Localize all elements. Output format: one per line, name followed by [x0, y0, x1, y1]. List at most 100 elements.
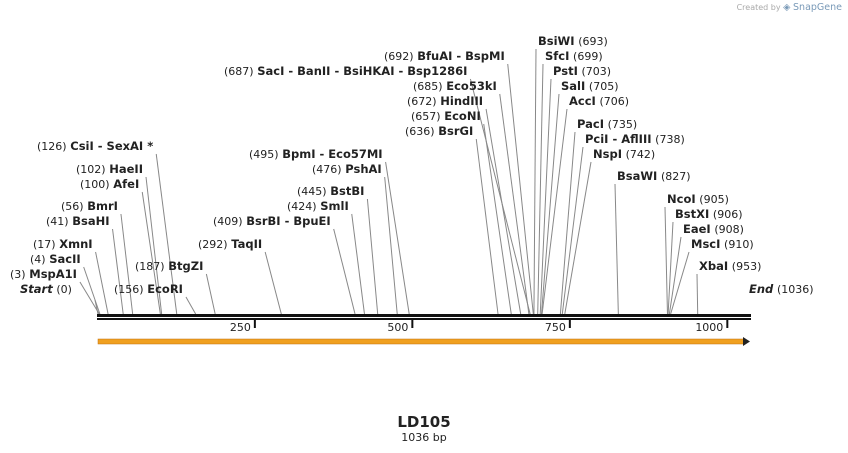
leader-line-20	[499, 93, 530, 315]
leader-line-10	[205, 273, 216, 315]
leader-line-18	[483, 123, 512, 315]
watermark-brand: SnapGene	[793, 2, 842, 13]
site-label-9: (156) EcoRI	[114, 282, 183, 296]
enzyme-name: PstI	[553, 64, 578, 78]
leader-line-24	[537, 63, 544, 315]
leader-line-17	[475, 138, 499, 315]
site-label-10: (187) BtgZI	[135, 259, 203, 273]
leader-line-15	[384, 176, 398, 315]
leader-lines	[79, 48, 699, 315]
leader-line-35	[670, 251, 690, 315]
cut-position: (908)	[714, 223, 744, 236]
cut-position: (0)	[56, 283, 72, 296]
enzyme-name: BstBI	[330, 184, 364, 198]
enzyme-name: PacI	[577, 117, 604, 131]
cut-position: (187)	[135, 260, 165, 273]
leader-line-3	[95, 251, 109, 315]
site-label-33: BstXI (906)	[675, 207, 743, 221]
backbone-bottom	[97, 318, 751, 320]
cut-position: (953)	[732, 260, 762, 273]
leader-line-26	[540, 93, 560, 315]
site-label-22: (692) BfuAI - BspMI	[384, 49, 505, 63]
site-label-24: SfcI (699)	[545, 49, 603, 63]
site-label-0: Start (0)	[20, 282, 72, 296]
feature-track	[97, 337, 750, 346]
enzyme-name: SacI - BanII - BsiHKAI - Bsp1286I	[257, 64, 467, 78]
leader-line-33	[667, 221, 674, 315]
enzyme-name: BsrBI - BpuEI	[246, 214, 330, 228]
leader-line-30	[564, 161, 592, 315]
snapgene-logo-icon: ◈	[783, 2, 791, 13]
site-label-21: (687) SacI - BanII - BsiHKAI - Bsp1286I	[224, 64, 467, 78]
site-label-26: SalI (705)	[561, 79, 619, 93]
cut-position: (41)	[46, 215, 69, 228]
site-label-7: (102) HaeII	[76, 162, 143, 176]
leader-line-6	[141, 191, 161, 315]
cut-position: (672)	[407, 95, 437, 108]
site-label-15: (476) PshAI	[312, 162, 382, 176]
leader-line-32	[664, 206, 668, 315]
enzyme-name: NcoI	[667, 192, 696, 206]
cut-position: (409)	[213, 215, 243, 228]
cut-position: (706)	[599, 95, 629, 108]
plasmid-size: 1036 bp	[401, 431, 447, 444]
site-label-29: PciI - AflIII (738)	[585, 132, 685, 146]
enzyme-name: MscI	[691, 237, 720, 251]
cut-position: (3)	[10, 268, 26, 281]
leader-line-12	[333, 228, 356, 315]
site-label-5: (56) BmrI	[61, 199, 118, 213]
plasmid-name: LD105	[397, 413, 451, 431]
feature-arrow-body	[97, 338, 745, 345]
cut-position: (703)	[582, 65, 612, 78]
enzyme-name: SfcI	[545, 49, 569, 63]
site-label-36: XbaI (953)	[699, 259, 761, 273]
cut-position: (735)	[608, 118, 638, 131]
leader-line-8	[155, 153, 178, 315]
site-label-2: (4) SacII	[30, 252, 81, 266]
enzyme-name: PciI - AflIII	[585, 132, 652, 146]
cut-position: (738)	[655, 133, 685, 146]
enzyme-name: NspI	[593, 147, 622, 161]
cut-position: (102)	[76, 163, 106, 176]
enzyme-name: Start	[20, 282, 53, 296]
cut-position: (495)	[249, 148, 279, 161]
enzyme-name: EaeI	[683, 222, 711, 236]
leader-line-14	[366, 198, 379, 315]
leader-line-11	[264, 251, 282, 315]
cut-position: (693)	[578, 35, 608, 48]
tick-marks: 250 500 750 1000	[230, 319, 729, 334]
leader-line-13	[351, 213, 365, 315]
site-label-34: EaeI (908)	[683, 222, 744, 236]
site-label-3: (17) XmnI	[33, 237, 93, 251]
enzyme-name: XmnI	[59, 237, 92, 251]
site-label-30: NspI (742)	[593, 147, 655, 161]
tick-label-500: 500	[387, 321, 408, 334]
enzyme-name: SalI	[561, 79, 585, 93]
leader-line-28	[559, 131, 576, 315]
site-label-25: PstI (703)	[553, 64, 611, 78]
leader-line-9	[185, 296, 197, 315]
enzyme-name: HaeII	[109, 162, 143, 176]
leader-line-34	[668, 236, 682, 315]
cut-position: (827)	[661, 170, 691, 183]
site-label-12: (409) BsrBI - BpuEI	[213, 214, 331, 228]
enzyme-name: TaqII	[231, 237, 262, 251]
cut-position: (685)	[413, 80, 443, 93]
enzyme-name: XbaI	[699, 259, 728, 273]
cut-position: (56)	[61, 200, 84, 213]
leader-line-21	[469, 78, 531, 315]
cut-position: (905)	[699, 193, 729, 206]
site-label-11: (292) TaqII	[198, 237, 262, 251]
cut-position: (906)	[713, 208, 743, 221]
enzyme-name: BmrI	[87, 199, 118, 213]
enzyme-name: SmlI	[320, 199, 349, 213]
enzyme-name: AccI	[569, 94, 596, 108]
enzyme-name: MspA1I	[29, 267, 77, 281]
cut-position: (17)	[33, 238, 56, 251]
tick-label-750: 750	[545, 321, 566, 334]
site-labels: Start (0)(3) MspA1I(4) SacII(17) XmnI(41…	[10, 34, 814, 296]
enzyme-name: PshAI	[345, 162, 381, 176]
leader-line-29	[561, 146, 584, 315]
cut-position: (126)	[37, 140, 67, 153]
site-label-28: PacI (735)	[577, 117, 637, 131]
